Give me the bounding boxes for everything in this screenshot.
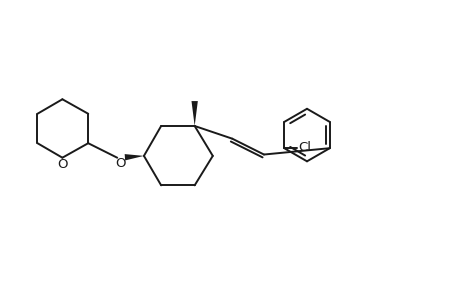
Text: O: O [57, 158, 67, 171]
Polygon shape [124, 154, 144, 161]
Text: Cl: Cl [297, 141, 310, 154]
Polygon shape [191, 101, 197, 126]
Text: O: O [115, 157, 125, 170]
